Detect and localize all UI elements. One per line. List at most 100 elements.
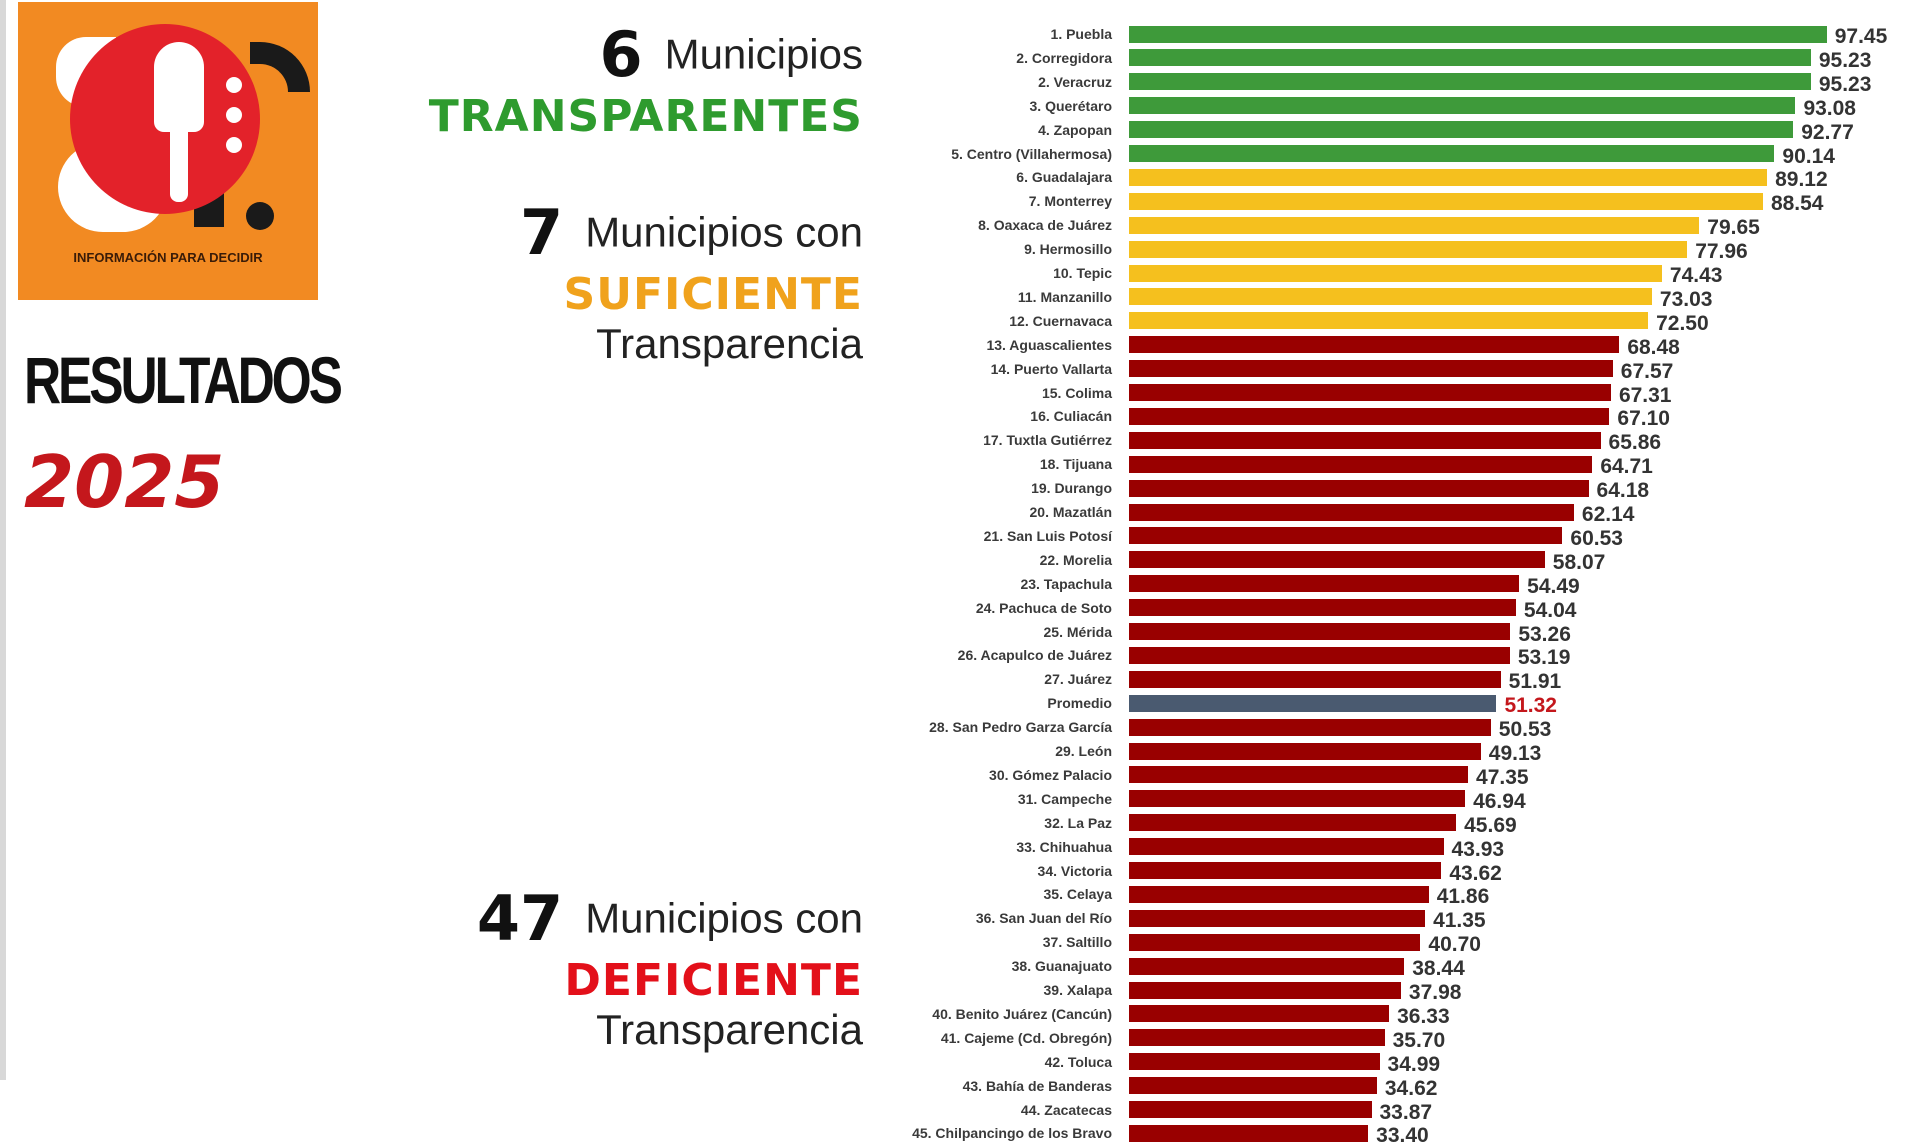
bar-promedio xyxy=(1129,694,1497,712)
bar-value-label: 36.33 xyxy=(1397,1004,1450,1028)
dot-icon xyxy=(226,77,242,93)
bar-value-label: 54.49 xyxy=(1527,574,1580,598)
bar-deficiente xyxy=(1129,981,1401,999)
logo-dot xyxy=(246,202,274,230)
bar-deficiente xyxy=(1129,336,1620,354)
group-suffix: Transparencia xyxy=(596,1006,863,1053)
bar-label: Promedio xyxy=(1047,695,1112,712)
bar-deficiente xyxy=(1129,431,1601,449)
bar-deficiente xyxy=(1129,766,1469,784)
bar-label: 11. Manzanillo xyxy=(1017,288,1112,305)
bar-label: 20. Mazatlán xyxy=(1029,504,1112,520)
bar-deficiente xyxy=(1129,527,1563,545)
bar-value-label: 34.99 xyxy=(1387,1052,1441,1076)
bar-suficiente xyxy=(1129,192,1763,210)
bar-value-label: 74.43 xyxy=(1669,264,1723,287)
bar-label: 6. Guadalajara xyxy=(1016,169,1112,186)
bar-value-label: 53.26 xyxy=(1518,622,1571,646)
bar-value-label: 95.23 xyxy=(1818,72,1872,96)
bar-deficiente xyxy=(1129,575,1520,593)
bar-label: 36. San Juan del Río xyxy=(975,910,1112,927)
bar-label: 7. Monterrey xyxy=(1028,193,1112,210)
bar-label: 5. Centro (Villahermosa) xyxy=(951,145,1112,162)
bar-transparente xyxy=(1129,97,1796,115)
bar-value-label: 54.04 xyxy=(1523,598,1577,622)
bar-value-label: 68.48 xyxy=(1627,335,1680,359)
bar-deficiente xyxy=(1129,957,1405,975)
bar-label: 22. Morelia xyxy=(1039,551,1112,568)
bar-deficiente xyxy=(1129,790,1466,808)
bar-deficiente xyxy=(1129,360,1613,378)
bar-label: 41. Cajeme (Cd. Obregón) xyxy=(940,1029,1112,1046)
bar-label: 24. Pachuca de Soto xyxy=(975,599,1112,616)
group-category: DEFICIENTE xyxy=(564,955,863,1006)
bar-deficiente xyxy=(1129,670,1501,688)
bar-label: 25. Mérida xyxy=(1043,623,1112,640)
group-prefix: Municipios xyxy=(664,30,863,78)
bar-value-label: 41.35 xyxy=(1433,909,1486,933)
bar-deficiente xyxy=(1129,1005,1390,1023)
bar-deficiente xyxy=(1129,1101,1372,1118)
bar-suficiente xyxy=(1129,216,1700,234)
bar-value-label: 67.31 xyxy=(1618,383,1672,407)
bar-value-label: 43.93 xyxy=(1451,837,1505,861)
bar-deficiente xyxy=(1129,384,1611,401)
year-heading: 2025 xyxy=(24,440,225,524)
microphone-handle xyxy=(170,122,188,202)
bar-value-label: 37.98 xyxy=(1408,981,1462,1004)
group-transparentes: 6 Municipios TRANSPARENTES xyxy=(429,18,863,142)
bar-label: 35. Celaya xyxy=(1043,886,1113,903)
bar-label: 27. Juárez xyxy=(1044,671,1112,688)
group-suficiente: 7 Municipios con SUFICIENTE Transparencia xyxy=(520,196,863,368)
bar-label: 21. San Luis Potosí xyxy=(983,527,1112,544)
bar-suficiente xyxy=(1129,240,1688,258)
dot-icon xyxy=(226,107,242,123)
microphone-icon xyxy=(154,42,204,132)
bar-deficiente xyxy=(1129,885,1429,903)
results-heading: RESULTADOS xyxy=(24,343,343,417)
bar-value-label: 53.19 xyxy=(1517,646,1571,670)
group-category: SUFICIENTE xyxy=(563,269,863,320)
bar-deficiente xyxy=(1129,479,1589,497)
bar-label: 3. Querétaro xyxy=(1029,97,1112,114)
bar-deficiente xyxy=(1129,838,1444,856)
bar-value-label: 67.10 xyxy=(1617,407,1670,431)
bar-deficiente xyxy=(1129,455,1593,473)
group-count: 6 xyxy=(599,18,643,91)
bar-deficiente xyxy=(1129,1053,1380,1071)
bar-label: 32. La Paz xyxy=(1044,814,1112,831)
bar-deficiente xyxy=(1129,933,1421,951)
bar-transparente xyxy=(1129,25,1827,43)
bar-value-label: 88.54 xyxy=(1770,192,1824,216)
bar-deficiente xyxy=(1129,814,1457,832)
bar-label: 13. Aguascalientes xyxy=(986,336,1112,353)
bar-label: 2. Veracruz xyxy=(1038,73,1112,90)
bar-label: 39. Xalapa xyxy=(1043,982,1113,998)
bar-value-label: 51.32 xyxy=(1504,694,1557,718)
bar-label: 18. Tijuana xyxy=(1039,456,1112,473)
bar-label: 28. San Pedro Garza García xyxy=(929,719,1112,736)
bar-label: 42. Toluca xyxy=(1044,1053,1112,1070)
bar-deficiente xyxy=(1129,718,1491,736)
bar-deficiente xyxy=(1129,1029,1385,1047)
bar-label: 40. Benito Juárez (Cancún) xyxy=(932,1005,1112,1022)
bar-transparente xyxy=(1129,49,1811,67)
bar-label: 15. Colima xyxy=(1041,384,1112,401)
group-count: 47 xyxy=(476,882,564,955)
bar-deficiente xyxy=(1129,503,1574,521)
bar-suficiente xyxy=(1129,312,1649,330)
bar-deficiente xyxy=(1129,407,1610,425)
bar-value-label: 46.94 xyxy=(1473,789,1526,813)
bar-label: 10. Tepic xyxy=(1053,265,1112,281)
bar-label: 1. Puebla xyxy=(1050,26,1112,42)
bar-value-label: 97.45 xyxy=(1834,25,1888,48)
bar-value-label: 89.12 xyxy=(1775,168,1828,192)
bar-transparente xyxy=(1129,145,1775,162)
bar-deficiente xyxy=(1129,909,1426,927)
bar-deficiente xyxy=(1129,551,1545,569)
bar-label: 4. Zapopan xyxy=(1038,121,1112,138)
bar-value-label: 41.86 xyxy=(1436,885,1490,909)
bar-value-label: 51.91 xyxy=(1508,670,1562,694)
bar-value-label: 65.86 xyxy=(1608,431,1662,455)
bar-value-label: 49.13 xyxy=(1488,742,1542,765)
